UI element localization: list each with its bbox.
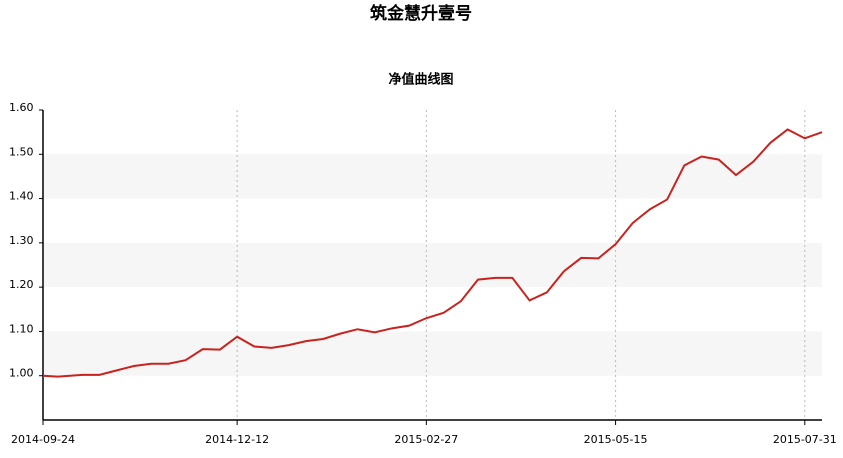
chart-subtitle: 净值曲线图 — [388, 72, 453, 88]
grid-band — [43, 242, 822, 288]
y-tick-label: 1.40 — [9, 190, 34, 203]
x-tick-label: 2015-05-15 — [584, 433, 648, 446]
y-tick-label: 1.00 — [9, 367, 34, 380]
x-tick-label: 2015-02-27 — [394, 433, 458, 446]
series-line — [42, 128, 823, 378]
y-tick-label: 1.50 — [9, 145, 34, 158]
grid-band — [43, 154, 822, 199]
x-tick-label: 2014-12-12 — [205, 433, 269, 446]
y-tick-label: 1.10 — [9, 322, 34, 335]
x-tick-label: 2015-07-31 — [773, 433, 837, 446]
x-tick-label: 2014-09-24 — [11, 433, 75, 446]
y-tick-label: 1.60 — [9, 101, 34, 114]
grid-band — [43, 331, 822, 376]
y-tick-label: 1.20 — [9, 278, 34, 291]
y-tick-label: 1.30 — [9, 234, 34, 247]
chart-title: 筑金慧升壹号 — [370, 3, 472, 24]
